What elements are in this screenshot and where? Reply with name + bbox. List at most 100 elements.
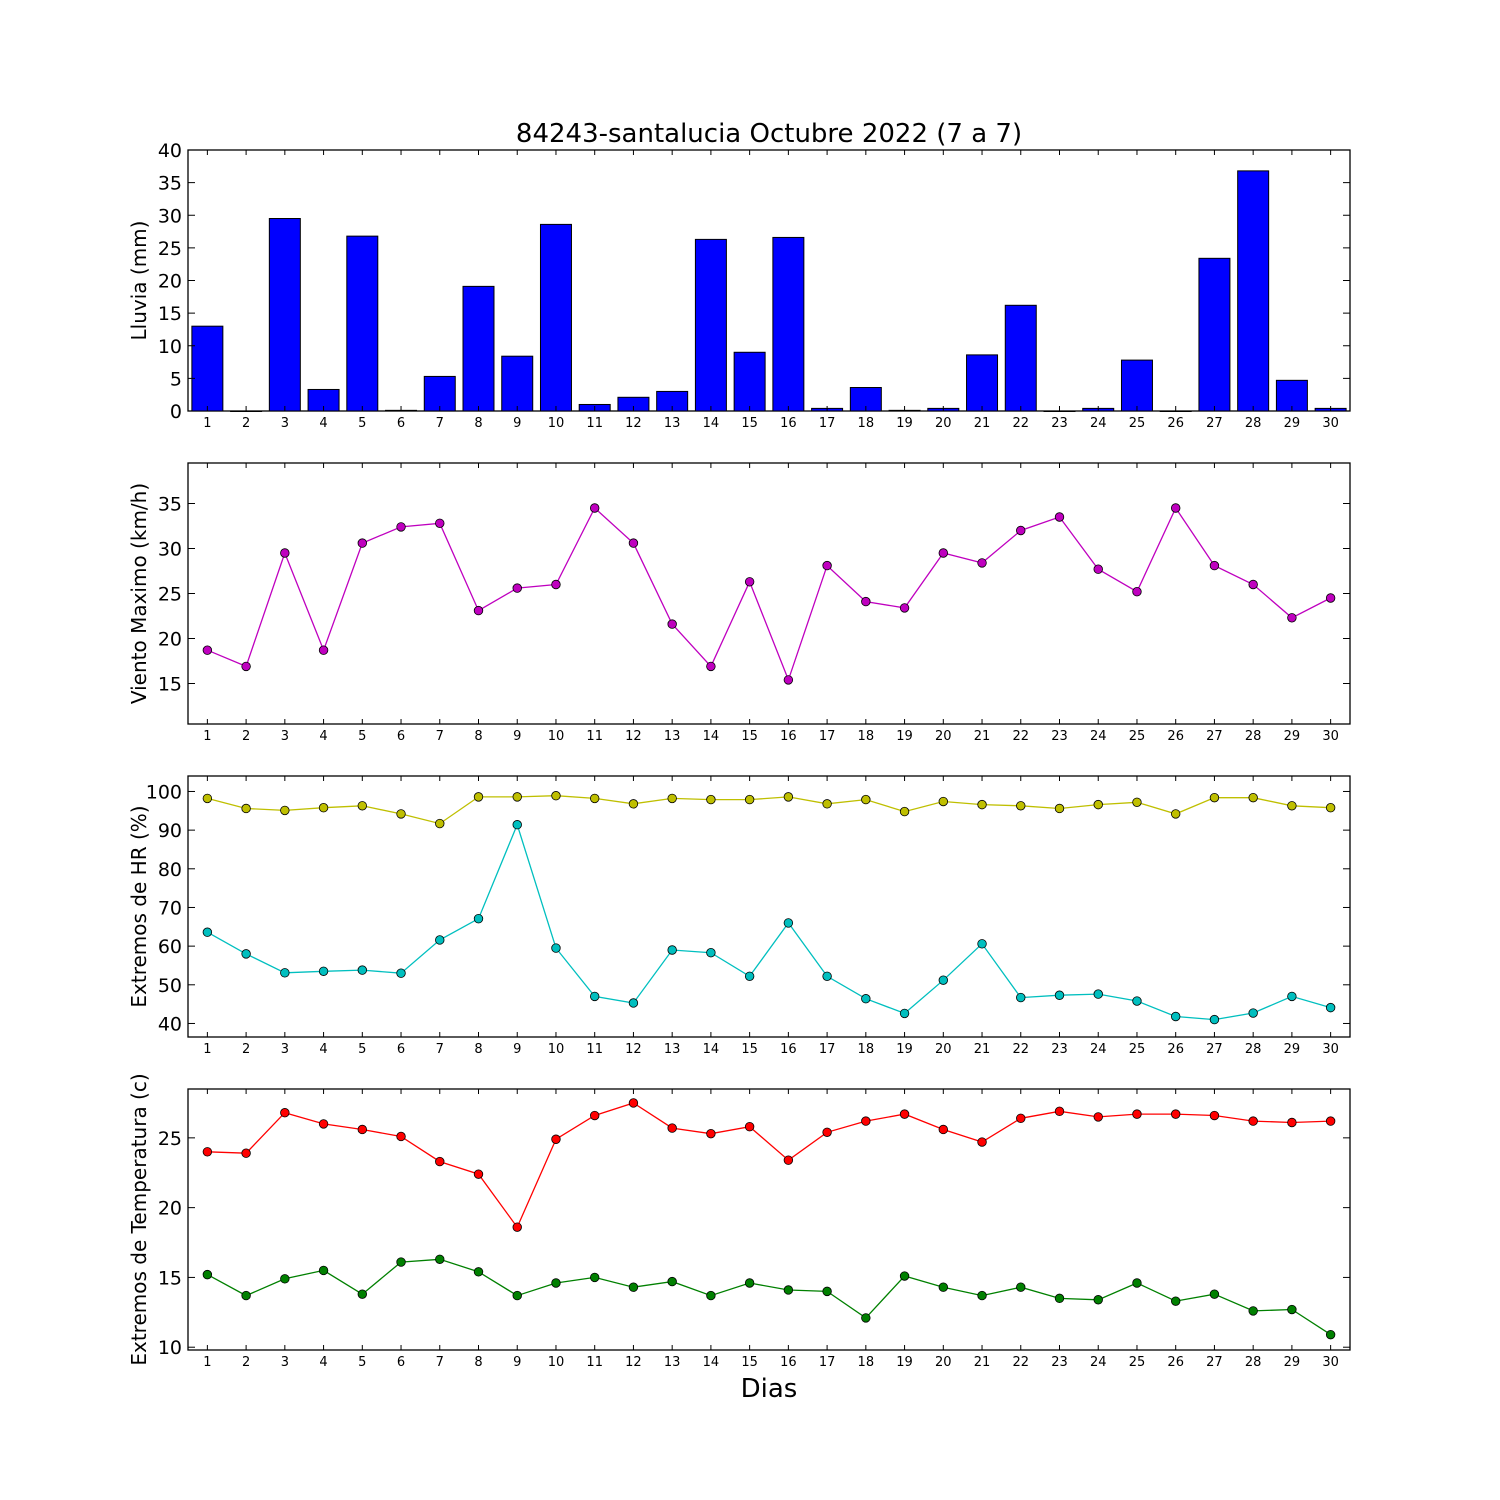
x-tick-label: 8 xyxy=(474,1355,482,1370)
x-tick-label: 13 xyxy=(664,1355,681,1370)
x-tick-label: 20 xyxy=(935,1355,952,1370)
x-tick-label: 26 xyxy=(1167,1355,1184,1370)
x-tick-label: 23 xyxy=(1051,416,1068,431)
x-tick-label: 13 xyxy=(664,416,681,431)
hr_min-point xyxy=(1132,996,1142,1006)
x-tick-label: 17 xyxy=(819,729,836,744)
wind-series-line xyxy=(207,506,1331,682)
hr_min-point xyxy=(512,820,522,830)
y-tick-label: 60 xyxy=(158,936,182,958)
t_max-point xyxy=(783,1155,794,1165)
x-tick-label: 24 xyxy=(1090,729,1107,744)
hr_max-point xyxy=(977,799,987,810)
y-tick-label: 40 xyxy=(158,140,182,162)
x-tick-label: 15 xyxy=(741,1355,758,1370)
y-tick-label: 50 xyxy=(158,975,182,997)
t_min-point xyxy=(590,1272,600,1283)
t_min-point xyxy=(977,1290,987,1301)
x-tick-label: 26 xyxy=(1167,729,1184,744)
t_max-point xyxy=(1287,1117,1297,1128)
y-tick-label: 25 xyxy=(158,1128,182,1150)
x-tick-label: 19 xyxy=(896,416,913,431)
hr_min-point xyxy=(473,913,484,924)
wind-point xyxy=(1170,503,1181,513)
y-tick-label: 10 xyxy=(158,336,182,358)
t_max-point xyxy=(861,1116,871,1126)
x-tick-label: 9 xyxy=(513,1355,521,1370)
x-tick-label: 5 xyxy=(358,729,366,744)
x-tick-label: 13 xyxy=(664,1042,681,1057)
x-tick-label: 16 xyxy=(780,1042,797,1057)
x-tick-label: 11 xyxy=(586,416,603,431)
y-tick-label: 70 xyxy=(158,897,182,919)
x-tick-label: 8 xyxy=(474,416,482,431)
x-tick-label: 12 xyxy=(625,416,642,431)
wind-point xyxy=(318,645,329,655)
humidity-plot-area xyxy=(187,775,1351,1038)
hr_min-point xyxy=(280,968,290,978)
x-tick-label: 21 xyxy=(974,1042,991,1057)
x-tick-label: 10 xyxy=(548,729,565,744)
hr_max-point xyxy=(706,794,716,805)
x-tick-label: 21 xyxy=(974,1355,991,1370)
wind-point xyxy=(938,548,949,558)
x-tick-label: 20 xyxy=(935,1042,952,1057)
wind-point xyxy=(1016,525,1026,536)
y-tick-label: 15 xyxy=(158,674,182,696)
hr_max-point xyxy=(435,818,445,829)
t_min-series-line xyxy=(207,1258,1331,1336)
t_min-point xyxy=(1248,1306,1258,1316)
t_max-point xyxy=(318,1119,329,1129)
hr_max-point xyxy=(551,791,561,801)
y-tick-label: 20 xyxy=(158,1198,182,1220)
x-tick-label: 17 xyxy=(819,416,836,431)
hr_max-point xyxy=(512,792,522,802)
y-tick-label: 20 xyxy=(158,271,182,293)
x-tick-label: 24 xyxy=(1090,1355,1107,1370)
t_max-point xyxy=(396,1131,406,1142)
x-tick-label: 22 xyxy=(1012,729,1029,744)
y-tick-label: 100 xyxy=(146,781,182,803)
t_max-point xyxy=(202,1147,213,1157)
x-tick-label: 20 xyxy=(935,416,952,431)
wind-y-axis-label: Viento Maximo (km/h) xyxy=(127,483,151,704)
x-tick-label: 12 xyxy=(625,729,642,744)
x-tick-label: 27 xyxy=(1206,1042,1223,1057)
x-tick-label: 13 xyxy=(664,729,681,744)
hr_max-point xyxy=(822,799,832,809)
wind-point xyxy=(473,605,484,616)
hr_max-point xyxy=(861,794,871,805)
hr_min-point xyxy=(977,939,987,949)
wind-point xyxy=(1325,593,1336,603)
panel-rainfall: 1 2 3 4 5 6 7 8 9 10 11 12 13 14 15 16 17 18 19 20 21 22 23 24 2… xyxy=(127,140,1351,431)
t_max-point xyxy=(1132,1109,1142,1119)
hr_min-point xyxy=(396,968,406,978)
x-tick-label: 21 xyxy=(974,416,991,431)
hr_max-point xyxy=(590,793,600,804)
hr_min-point xyxy=(1287,991,1297,1002)
t_min-point xyxy=(861,1313,871,1323)
t_min-point xyxy=(1287,1304,1297,1315)
hr_max-point xyxy=(396,809,406,819)
rainfall-plot-area xyxy=(187,149,1351,412)
hr_min-point xyxy=(1016,992,1026,1003)
t_max-point xyxy=(706,1128,716,1139)
x-tick-label: 16 xyxy=(780,416,797,431)
t_min-point xyxy=(628,1282,639,1292)
x-tick-label: 6 xyxy=(397,729,405,744)
x-tick-label: 23 xyxy=(1051,1042,1068,1057)
x-tick-label: 28 xyxy=(1245,729,1262,744)
x-tick-label: 27 xyxy=(1206,1355,1223,1370)
x-tick-label: 4 xyxy=(319,1042,327,1057)
y-tick-label: 25 xyxy=(158,584,182,606)
chart-title: 84243-santalucia Octubre 2022 (7 a 7) xyxy=(516,119,1022,149)
t_max-point xyxy=(357,1124,368,1135)
y-tick-label: 15 xyxy=(158,303,182,325)
y-tick-label: 0 xyxy=(170,401,182,423)
x-tick-label: 10 xyxy=(548,1355,565,1370)
x-tick-label: 25 xyxy=(1129,1042,1146,1057)
t_max-point xyxy=(473,1169,484,1179)
x-tick-label: 18 xyxy=(858,416,875,431)
hr_min-point xyxy=(822,971,832,981)
hr_max-series-line xyxy=(207,795,1331,825)
